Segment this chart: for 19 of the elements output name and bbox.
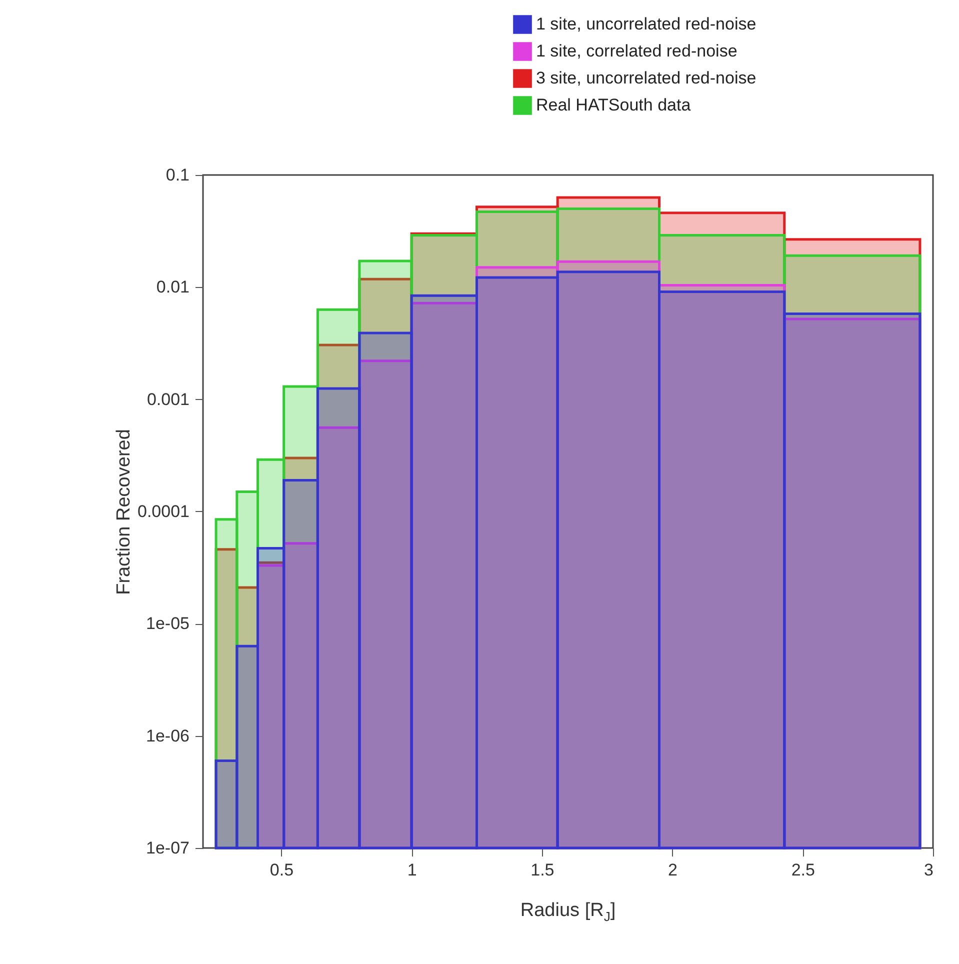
legend-label: Real HATSouth data bbox=[536, 96, 692, 114]
x-tick-label: 0.5 bbox=[270, 860, 294, 880]
x-tick-label: 2 bbox=[668, 860, 678, 880]
y-tick-label: 1e-05 bbox=[146, 614, 190, 634]
y-tick-label: 0.0001 bbox=[138, 502, 190, 521]
x-tick-label: 2.5 bbox=[791, 860, 815, 880]
legend-label: 1 site, correlated red-noise bbox=[536, 42, 738, 60]
y-tick-label: 0.1 bbox=[166, 166, 190, 184]
legend-label: 1 site, uncorrelated red-noise bbox=[536, 14, 756, 34]
y-axis-title: Fraction Recovered bbox=[114, 429, 135, 595]
x-tick-label: 3 bbox=[924, 860, 934, 880]
y-tick-label: 1e-06 bbox=[146, 726, 190, 746]
y-tick-label: 0.001 bbox=[146, 390, 190, 409]
y-tick-label: 1e-07 bbox=[146, 838, 190, 858]
x-tick-label: 1.5 bbox=[530, 860, 554, 880]
legend-label: 3 site, uncorrelated red-noise bbox=[536, 68, 756, 88]
x-tick-label: 1 bbox=[407, 860, 417, 880]
x-axis-title: Radius [R$_{J}$] bbox=[519, 900, 617, 924]
y-tick-label: 0.01 bbox=[156, 278, 190, 297]
